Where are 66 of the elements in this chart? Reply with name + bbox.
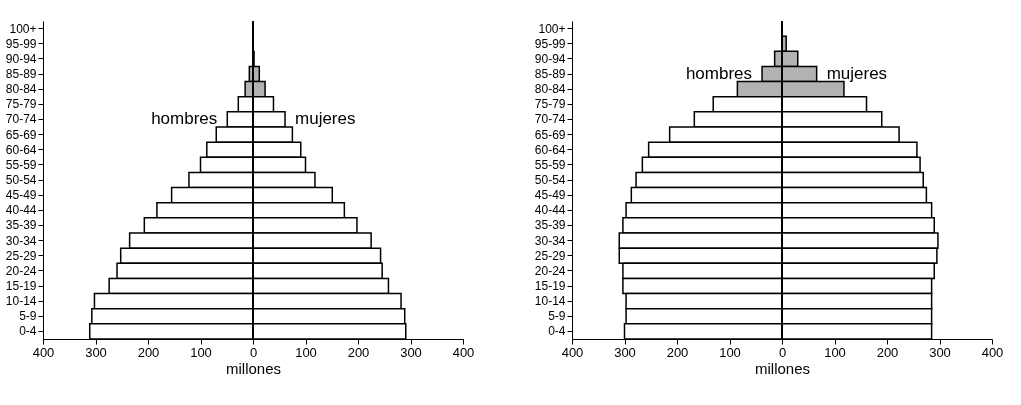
y-tick-label: 55-59 [534, 157, 566, 172]
y-tick-label: 5-9 [19, 309, 37, 324]
y-tick-label: 50-54 [5, 173, 37, 187]
y-tick-label: 90-94 [5, 51, 37, 66]
x-axis-title: millones [754, 359, 811, 377]
x-tick-label: 100 [190, 344, 212, 360]
y-tick-label: 70-74 [534, 112, 566, 127]
y-tick-label: 45-49 [534, 188, 566, 203]
x-tick-label: 400 [452, 344, 475, 360]
x-axis-title: millones [225, 359, 282, 377]
y-tick-label: 95-99 [534, 36, 566, 51]
x-tick-label: 400 [981, 344, 1004, 360]
y-tick-label: 60-64 [534, 142, 566, 157]
y-tick-label: 10-14 [5, 294, 37, 309]
y-tick-label: 5-9 [548, 309, 566, 324]
y-tick-label: 100+ [9, 21, 37, 36]
y-tick-label: 25-29 [534, 248, 566, 263]
y-tick-label: 70-74 [5, 112, 37, 127]
y-tick-label: 65-69 [5, 127, 37, 142]
x-tick-label: 200 [137, 344, 160, 360]
x-tick-label: 200 [876, 344, 899, 360]
y-tick-label: 75-79 [534, 97, 566, 112]
y-tick-label: 95-99 [5, 36, 37, 51]
y-tick-label: 40-44 [5, 203, 37, 218]
y-tick-label: 75-79 [5, 97, 37, 112]
y-tick-label: 30-34 [5, 233, 37, 248]
series-label: hombres [685, 64, 753, 83]
series-label: mujeres [826, 64, 888, 83]
x-tick-label: 100 [295, 344, 317, 360]
x-tick-label: 200 [347, 344, 370, 360]
y-tick-label: 85-89 [534, 67, 566, 81]
x-tick-label: 200 [666, 344, 689, 360]
series-label: hombres [151, 109, 218, 129]
y-tick-label: 0-4 [19, 324, 37, 339]
y-tick-label: 35-39 [5, 218, 37, 233]
y-tick-label: 60-64 [5, 142, 37, 157]
y-tick-label: 80-84 [5, 82, 37, 97]
x-tick-label: 300 [929, 344, 951, 360]
y-tick-label: 45-49 [5, 188, 37, 203]
y-tick-label: 85-89 [5, 67, 37, 81]
y-tick-label: 25-29 [5, 248, 37, 263]
y-tick-label: 30-34 [534, 233, 566, 248]
x-tick-label: 0 [249, 344, 258, 360]
y-tick-label: 40-44 [534, 203, 566, 218]
y-tick-label: 15-19 [5, 279, 37, 293]
x-tick-label: 300 [400, 344, 422, 360]
x-tick-label: 300 [614, 344, 636, 360]
y-tick-label: 20-24 [5, 263, 37, 278]
x-tick-label: 400 [32, 344, 55, 360]
x-tick-label: 0 [778, 344, 787, 360]
y-tick-label: 20-24 [534, 263, 566, 278]
y-tick-label: 90-94 [534, 51, 566, 66]
x-tick-label: 100 [824, 344, 846, 360]
x-tick-label: 300 [85, 344, 107, 360]
x-tick-label: 400 [561, 344, 584, 360]
y-tick-label: 10-14 [534, 294, 566, 309]
y-tick-label: 65-69 [534, 127, 566, 142]
y-tick-label: 0-4 [548, 324, 566, 339]
y-tick-label: 100+ [538, 21, 566, 36]
y-tick-label: 80-84 [534, 82, 566, 97]
y-tick-label: 15-19 [534, 279, 566, 293]
y-tick-label: 35-39 [534, 218, 566, 233]
series-label: mujeres [295, 109, 356, 129]
y-tick-label: 55-59 [5, 157, 37, 172]
x-tick-label: 100 [719, 344, 741, 360]
y-tick-label: 50-54 [534, 173, 566, 187]
